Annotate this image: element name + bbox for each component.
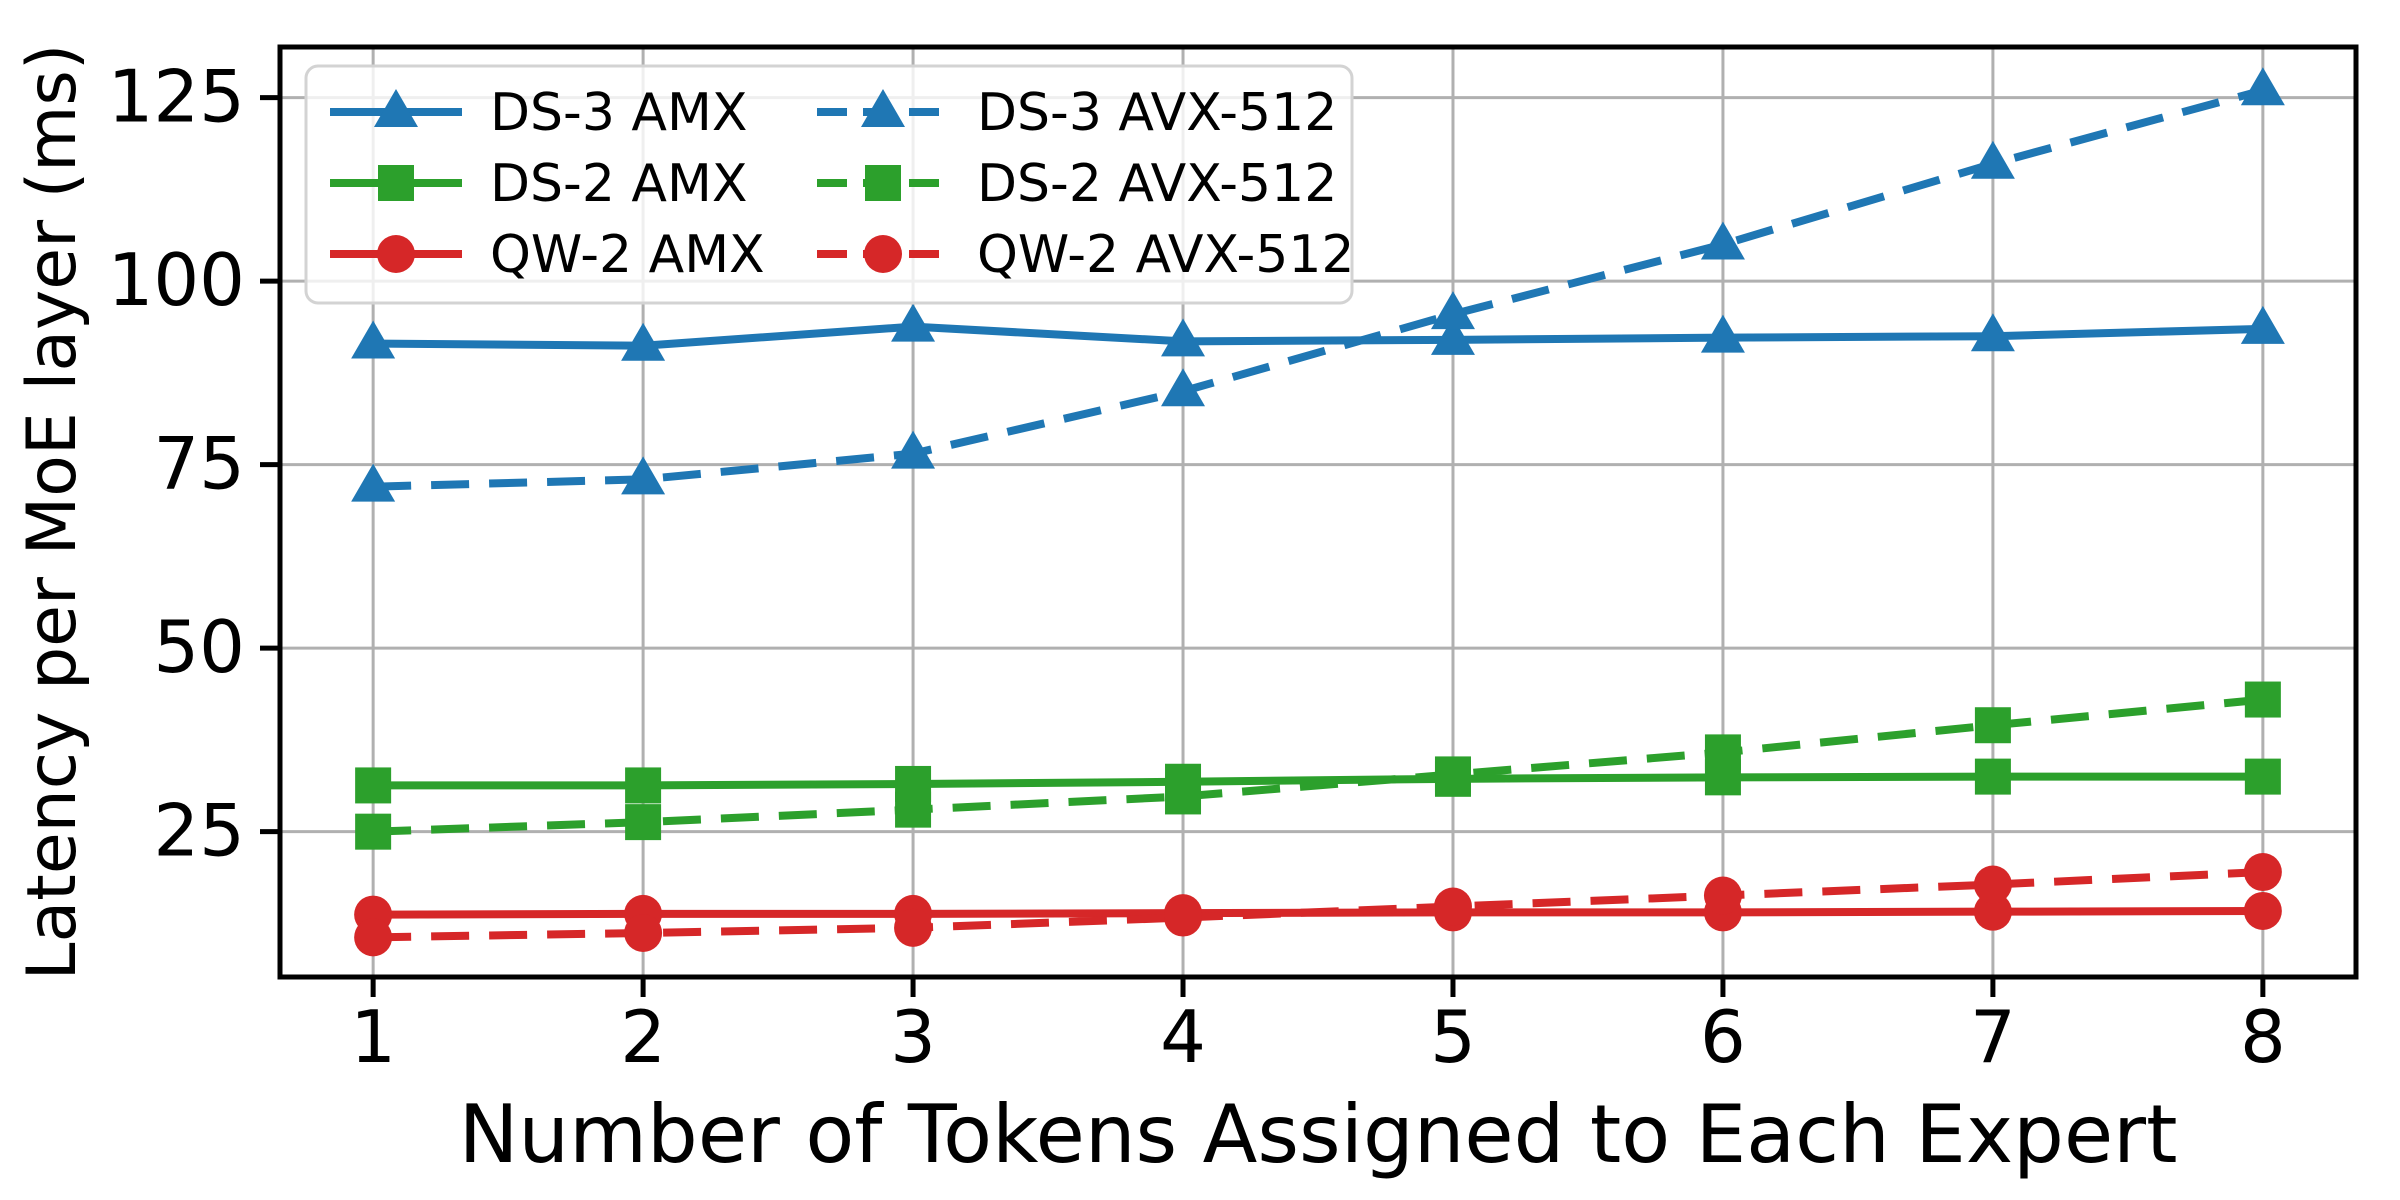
data-marker	[1430, 291, 1475, 330]
data-marker	[2240, 67, 2285, 106]
legend-item-ds-3-amx: DS-3 AMX	[330, 83, 748, 143]
legend-sample-marker	[861, 89, 905, 127]
legend-label: DS-3 AVX-512	[977, 83, 1337, 143]
legend-item-ds-2-amx: DS-2 AMX	[330, 154, 748, 214]
data-marker	[1973, 865, 2012, 904]
legend-label: QW-2 AVX-512	[977, 225, 1354, 285]
data-marker	[1164, 898, 1203, 937]
legend-label: DS-2 AMX	[490, 154, 748, 214]
x-axis-title: Number of Tokens Assigned to Each Expert	[459, 1088, 2178, 1181]
data-marker	[2243, 891, 2282, 930]
data-marker	[355, 767, 392, 804]
series-line	[373, 868, 2264, 942]
data-marker	[1970, 140, 2015, 179]
data-marker	[1973, 892, 2012, 931]
data-marker	[621, 322, 666, 361]
data-marker	[1165, 778, 1202, 815]
data-marker	[1430, 316, 1475, 355]
data-marker	[2244, 758, 2281, 795]
data-marker	[1433, 887, 1472, 926]
data-marker	[621, 456, 666, 495]
data-marker	[1700, 221, 1745, 260]
legend-label: QW-2 AMX	[490, 225, 765, 285]
y-axis-title: Latency per MoE layer (ms)	[13, 44, 92, 981]
data-marker	[351, 463, 396, 502]
legend-sample-marker	[377, 235, 415, 273]
data-marker	[354, 918, 393, 957]
y-tick-label: 125	[108, 55, 245, 139]
legend-item-qw-2-avx-512: QW-2 AVX-512	[817, 225, 1354, 285]
data-marker	[1704, 734, 1741, 771]
legend-item-ds-3-avx-512: DS-3 AVX-512	[817, 83, 1337, 143]
series-line	[372, 695, 2264, 836]
x-tick-label: 4	[1160, 995, 1206, 1079]
data-marker	[894, 908, 933, 947]
series-ds-2-avx-512	[355, 681, 2281, 850]
data-marker	[1434, 756, 1471, 793]
axes-layer: 1 2 3 4 5 6 7 8 25 50 75 100 125	[108, 44, 2359, 1079]
y-tick-label: 75	[153, 422, 245, 506]
data-marker	[1700, 314, 1745, 353]
data-marker	[1974, 758, 2011, 795]
series-line	[373, 86, 2264, 491]
x-tick-label: 5	[1430, 995, 1476, 1079]
y-tick-label: 50	[153, 605, 245, 689]
data-marker	[2240, 305, 2285, 344]
data-marker	[1161, 318, 1206, 357]
legend-sample-marker	[864, 235, 902, 273]
data-marker	[1161, 368, 1206, 407]
data-marker	[625, 767, 662, 804]
legend-sample-marker	[865, 165, 901, 201]
series-line	[373, 322, 2263, 350]
series-ds-3-avx-512	[351, 67, 2285, 502]
x-tick-label: 1	[350, 995, 396, 1079]
y-tick-label: 100	[108, 238, 245, 322]
data-marker	[625, 804, 662, 841]
series-ds-3-amx	[351, 303, 2285, 361]
y-tick-label: 25	[153, 789, 245, 873]
data-marker	[1703, 876, 1742, 915]
data-marker	[891, 430, 936, 469]
legend-item-ds-2-avx-512: DS-2 AVX-512	[817, 154, 1337, 214]
data-marker	[2243, 853, 2282, 892]
data-marker	[2244, 681, 2281, 718]
data-marker	[891, 303, 936, 342]
x-tick-label: 8	[2240, 995, 2286, 1079]
data-marker	[895, 791, 932, 828]
legend-label: DS-3 AMX	[490, 83, 748, 143]
x-tick-label: 3	[890, 995, 936, 1079]
data-marker	[1970, 313, 2015, 352]
series-layer	[351, 67, 2285, 957]
data-marker	[351, 320, 396, 359]
x-tick-label: 2	[620, 995, 666, 1079]
data-marker	[1974, 707, 2011, 744]
series-qw-2-avx-512	[354, 853, 2282, 957]
legend-item-qw-2-amx: QW-2 AMX	[330, 225, 765, 285]
legend-sample-marker	[374, 89, 418, 127]
legend-sample-marker	[378, 165, 414, 201]
legend-layer: DS-3 AMX DS-2 AMX QW-2 AMX DS-3 AVX-512 DS-2…	[304, 64, 1354, 305]
series-line	[373, 772, 2263, 790]
legend-label: DS-2 AVX-512	[977, 154, 1337, 214]
x-tick-label: 7	[1970, 995, 2016, 1079]
x-tick-label: 6	[1700, 995, 1746, 1079]
data-marker	[624, 913, 663, 952]
plot-frame	[277, 44, 2359, 980]
data-marker	[355, 813, 392, 850]
